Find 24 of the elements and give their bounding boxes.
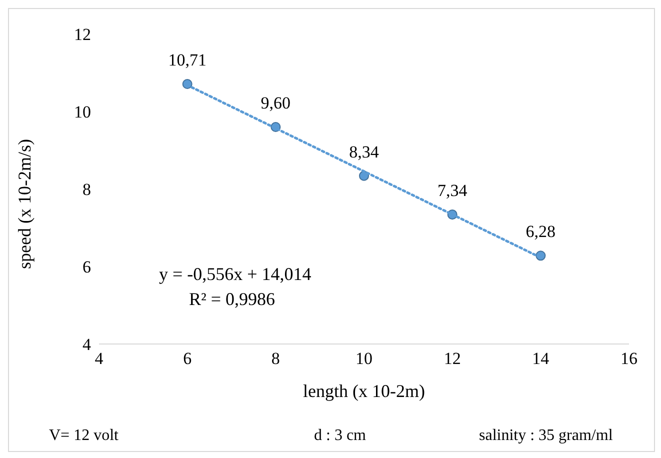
data-label: 7,34 xyxy=(437,181,468,200)
text: d : 3 cm xyxy=(314,427,366,445)
x-tick-label: 6 xyxy=(183,349,192,368)
data-label: 6,28 xyxy=(526,222,556,242)
x-tick-label: 4 xyxy=(94,349,104,368)
y-tick-label: 8 xyxy=(82,180,91,200)
y-axis-title: speed (x 10-2m/s) xyxy=(14,139,34,269)
y-tick-label: 4 xyxy=(82,335,92,354)
text: V= 12 volt xyxy=(49,427,118,445)
x-tick-label: 14 xyxy=(532,349,550,368)
x-tick-label: 16 xyxy=(620,349,638,368)
y-tick-label: 12 xyxy=(74,25,91,44)
data-label: 10,71 xyxy=(168,50,206,70)
x-tick-label: 10 xyxy=(356,349,372,368)
annotation: R² = 0,9986 xyxy=(189,289,276,310)
y-tick-label: 10 xyxy=(74,102,91,122)
annotation: y = -0,556x + 14,014 xyxy=(159,264,312,285)
x-tick-label: 12 xyxy=(444,349,461,368)
text: salinity : 35 gram/ml xyxy=(479,427,613,445)
x-tick-label: 8 xyxy=(271,349,280,368)
data-label: 8,34 xyxy=(349,142,380,162)
data-label: 9,60 xyxy=(260,93,291,112)
y-tick-label: 6 xyxy=(82,258,91,277)
x-axis-title: length (x 10-2m) xyxy=(303,381,425,401)
